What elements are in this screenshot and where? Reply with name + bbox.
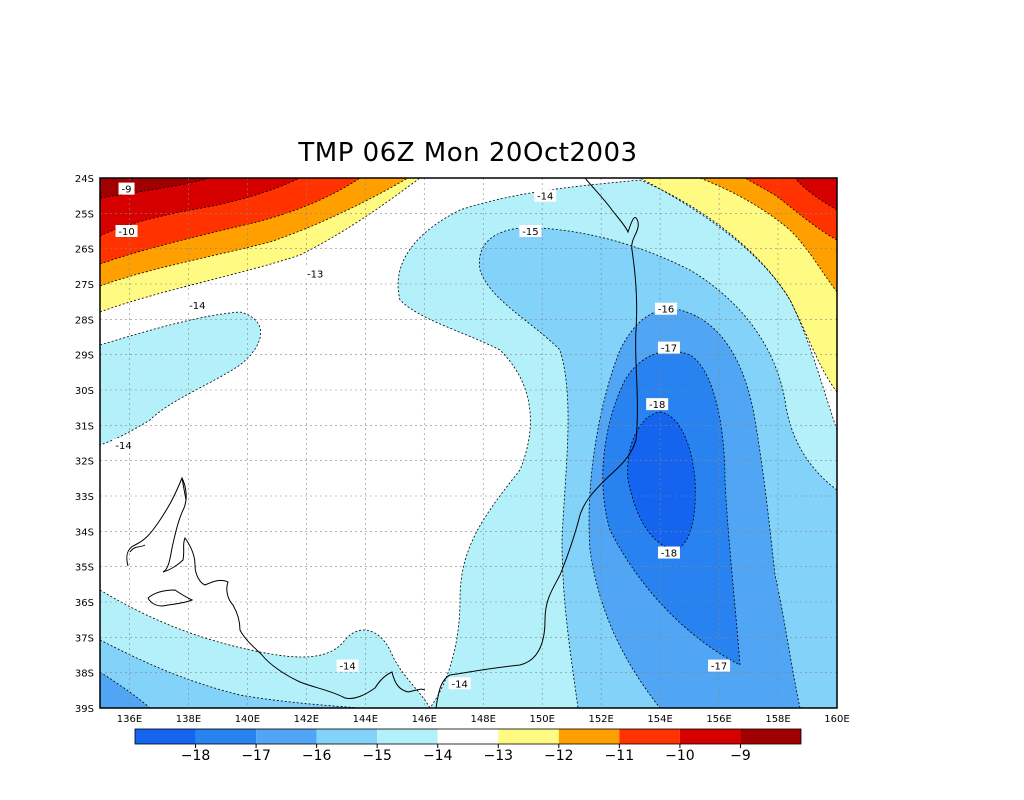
- colorbar-swatch: [135, 729, 196, 744]
- x-tick-label: 152E: [588, 714, 613, 725]
- colorbar-swatch: [256, 729, 317, 744]
- y-tick-label: 39S: [75, 704, 94, 715]
- svg-text:-18: -18: [661, 549, 677, 560]
- colorbar-label: −13: [483, 748, 513, 764]
- contour-lines: [100, 178, 837, 708]
- contour-label: -17: [657, 341, 680, 355]
- filled-contours: [100, 178, 837, 708]
- x-tick-label: 154E: [647, 714, 672, 725]
- x-tick-label: 146E: [412, 714, 437, 725]
- colorbar-swatch: [679, 729, 741, 744]
- y-tick-label: 37S: [75, 633, 94, 644]
- region-ne-9: [795, 178, 837, 210]
- contour-label: -14: [112, 438, 135, 452]
- y-tick-label: 31S: [75, 421, 94, 432]
- contour-label: -16: [655, 302, 678, 316]
- y-tick-label: 35S: [75, 563, 94, 574]
- colorbar-label: −11: [605, 748, 635, 764]
- svg-text:-14: -14: [339, 662, 355, 673]
- colorbar-label: −12: [544, 748, 574, 764]
- y-tick-label: 26S: [75, 245, 94, 256]
- contour-label: -14: [186, 299, 209, 312]
- svg-text:-15: -15: [522, 227, 538, 238]
- contour-label: -17: [708, 659, 731, 673]
- svg-text:-17: -17: [711, 662, 727, 673]
- colorbar-swatch: [195, 729, 257, 744]
- colorbar-swatch: [377, 729, 438, 744]
- contour-label: -18: [657, 546, 680, 560]
- colorbar-label: −9: [730, 748, 751, 764]
- x-tick-label: 148E: [471, 714, 496, 725]
- y-tick-label: 33S: [75, 492, 94, 503]
- svg-text:-17: -17: [661, 344, 677, 355]
- contour-label: -13: [304, 267, 327, 280]
- region-ne-12: [640, 178, 837, 392]
- x-tick-label: 142E: [294, 714, 319, 725]
- svg-text:-16: -16: [658, 305, 674, 316]
- region-18: [627, 412, 696, 550]
- grid: [100, 178, 837, 708]
- region-warm-9: [100, 178, 300, 236]
- y-tick-label: 30S: [75, 386, 94, 397]
- colorbar: −18 −17 −16 −15 −14 −13 −12 −11 −10 −9: [134, 728, 802, 764]
- svg-text:-13: -13: [307, 269, 323, 280]
- svg-text:-18: -18: [649, 400, 665, 411]
- y-tick-label: 36S: [75, 598, 94, 609]
- contour-label: -18: [646, 398, 669, 411]
- svg-text:-14: -14: [189, 301, 205, 312]
- svg-text:-9: -9: [122, 185, 132, 196]
- y-tick-label: 24S: [75, 174, 94, 185]
- colorbar-label: −17: [241, 748, 271, 764]
- contour-label: -15: [519, 225, 542, 238]
- colorbar-swatch: [558, 729, 620, 744]
- y-tick-label: 34S: [75, 527, 94, 538]
- colorbar-swatch: [498, 729, 559, 744]
- svg-text:-14: -14: [451, 679, 467, 690]
- colorbar-swatch: [740, 729, 801, 744]
- colorbar-swatch: [437, 729, 499, 744]
- colorbar-label: −16: [302, 748, 332, 764]
- x-tick-label: 136E: [117, 714, 142, 725]
- coastline: [126, 178, 639, 708]
- region-sw-15: [100, 640, 360, 708]
- y-axis-ticks: 24S 25S 26S 27S 28S 29S 30S 31S 32S 33S 34S 35S 36S 3…: [75, 174, 94, 715]
- y-tick-label: 25S: [75, 209, 94, 220]
- y-tick-label: 38S: [75, 669, 94, 680]
- svg-text:-14: -14: [537, 192, 553, 203]
- colorbar-swatch: [619, 729, 680, 744]
- x-tick-label: 150E: [529, 714, 554, 725]
- contour-label: -14: [448, 677, 471, 690]
- y-tick-label: 28S: [75, 315, 94, 326]
- colorbar-swatch: [316, 729, 378, 744]
- colorbar-label: −15: [362, 748, 392, 764]
- y-tick-label: 27S: [75, 280, 94, 291]
- x-axis-ticks: 136E 138E 140E 142E 144E 146E 148E 150E 152E 154E…: [117, 714, 850, 725]
- svg-text:-14: -14: [115, 441, 131, 452]
- svg-text:-10: -10: [118, 227, 134, 238]
- contour-label: -14: [336, 659, 359, 673]
- x-tick-label: 156E: [706, 714, 731, 725]
- contour-label: -10: [115, 225, 138, 238]
- y-tick-label: 29S: [75, 351, 94, 362]
- chart-title: TMP 06Z Mon 20Oct2003: [298, 138, 638, 168]
- plot-frame: [99, 177, 838, 709]
- contour-label: -14: [534, 189, 557, 203]
- x-tick-label: 160E: [824, 714, 849, 725]
- colorbar-label: −14: [423, 748, 453, 764]
- contour-labels: -9 -10 -13 -14 -14 -15 -14 -16 -17 -18 -18 -17 -14 -1…: [112, 182, 731, 690]
- x-tick-label: 140E: [235, 714, 260, 725]
- colorbar-frame: [134, 728, 802, 745]
- x-tick-label: 158E: [765, 714, 790, 725]
- x-tick-label: 144E: [353, 714, 378, 725]
- contour-label: -9: [118, 182, 135, 196]
- region-sw-16: [100, 672, 150, 708]
- x-tick-label: 138E: [176, 714, 201, 725]
- colorbar-label: −18: [181, 748, 211, 764]
- colorbar-label: −10: [665, 748, 695, 764]
- region-west-14: [100, 312, 261, 445]
- y-tick-label: 32S: [75, 457, 94, 468]
